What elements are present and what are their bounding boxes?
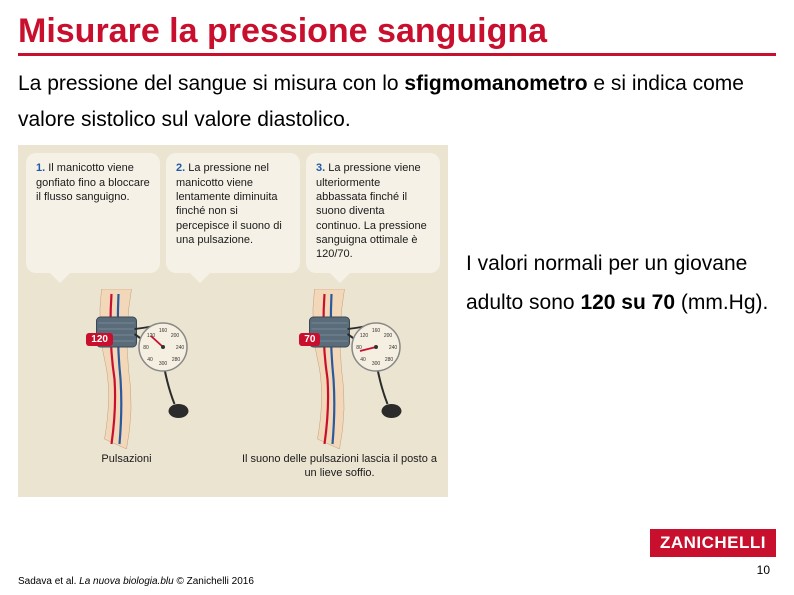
- side-b: (mm.Hg).: [675, 291, 768, 314]
- intro-bold: sfigmomanometro: [404, 72, 587, 95]
- svg-text:280: 280: [384, 357, 393, 363]
- svg-text:80: 80: [143, 345, 149, 351]
- arm-caption-1: Pulsazioni: [101, 453, 151, 466]
- step-1-text: Il manicotto viene gonfiato fino a blocc…: [36, 162, 150, 203]
- page-title: Misurare la pressione sanguigna: [18, 12, 776, 56]
- reading-badge-2: 70: [299, 333, 320, 346]
- svg-text:200: 200: [383, 333, 392, 339]
- svg-text:240: 240: [388, 345, 397, 351]
- arm-caption-2: Il suono delle pulsazioni lascia il post…: [239, 453, 440, 479]
- arm-panel-2: 40 80 120 160 200 240 280 300: [239, 289, 440, 489]
- side-bold: 120 su 70: [580, 291, 675, 314]
- step-1-bubble: 1. Il manicotto viene gonfiato fino a bl…: [26, 153, 160, 273]
- svg-text:160: 160: [158, 328, 167, 334]
- arm-panel-1: 40 80 120 160 200 240 280 300: [26, 289, 227, 489]
- intro-text: La pressione del sangue si misura con lo…: [18, 66, 776, 137]
- credit-a: Sadava et al.: [18, 576, 79, 587]
- svg-text:300: 300: [158, 361, 167, 367]
- step-2-text: La pressione nel manicotto viene lentame…: [176, 162, 282, 245]
- arm-illustrations: 40 80 120 160 200 240 280 300: [26, 289, 440, 489]
- credit-line: Sadava et al. La nuova biologia.blu © Za…: [18, 576, 254, 587]
- step-3-num: 3.: [316, 162, 325, 174]
- credit-b: © Zanichelli 2016: [174, 576, 254, 587]
- side-text: I valori normali per un giovane adulto s…: [466, 145, 776, 497]
- content-row: 1. Il manicotto viene gonfiato fino a bl…: [18, 145, 776, 497]
- step-1-num: 1.: [36, 162, 45, 174]
- gauge-2: 40 80 120 160 200 240 280 300: [350, 321, 402, 378]
- slide: Misurare la pressione sanguigna La press…: [0, 0, 794, 595]
- steps-row: 1. Il manicotto viene gonfiato fino a bl…: [26, 153, 440, 273]
- svg-text:280: 280: [171, 357, 180, 363]
- step-3-bubble: 3. La pressione viene ulteriormente abba…: [306, 153, 440, 273]
- svg-text:120: 120: [359, 333, 368, 339]
- arm-svg-2: [239, 289, 440, 449]
- brand-badge: ZANICHELLI: [650, 529, 776, 557]
- step-3-text: La pressione viene ulteriormente abbassa…: [316, 162, 427, 260]
- side-paragraph: I valori normali per un giovane adulto s…: [466, 245, 776, 323]
- page-number: 10: [757, 563, 770, 577]
- figure-panel: 1. Il manicotto viene gonfiato fino a bl…: [18, 145, 448, 497]
- svg-text:40: 40: [360, 357, 366, 363]
- step-2-num: 2.: [176, 162, 185, 174]
- intro-part-a: La pressione del sangue si misura con lo: [18, 72, 404, 95]
- arm-svg-1: [26, 289, 227, 449]
- svg-text:200: 200: [170, 333, 179, 339]
- svg-text:240: 240: [175, 345, 184, 351]
- gauge-1: 40 80 120 160 200 240 280 300: [137, 321, 189, 378]
- credit-ital: La nuova biologia.blu: [79, 576, 174, 587]
- step-2-bubble: 2. La pressione nel manicotto viene lent…: [166, 153, 300, 273]
- svg-text:300: 300: [371, 361, 380, 367]
- svg-text:40: 40: [147, 357, 153, 363]
- reading-badge-1: 120: [86, 333, 113, 346]
- svg-text:160: 160: [371, 328, 380, 334]
